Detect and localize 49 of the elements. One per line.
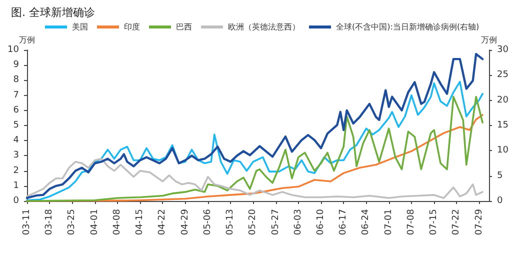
y2-tick-label: 5 bbox=[497, 170, 503, 181]
x-tick-label: 04-22 bbox=[158, 209, 168, 236]
x-tick-label: 06-17 bbox=[338, 209, 349, 236]
x-tick-label: 05-20 bbox=[248, 208, 258, 236]
y2-tick-label: 20 bbox=[497, 95, 509, 106]
x-tick-label: 07-22 bbox=[452, 209, 462, 236]
y2-tick-label: 0 bbox=[497, 196, 503, 206]
y-tick-label: 6 bbox=[13, 105, 20, 116]
y-tick-label: 1 bbox=[13, 180, 19, 191]
x-tick-label: 07-15 bbox=[429, 209, 440, 236]
y2-tick-label: 25 bbox=[497, 70, 508, 80]
x-tick-label: 06-03 bbox=[293, 209, 304, 236]
x-tick-label: 07-01 bbox=[384, 209, 394, 236]
y-tick-label: 10 bbox=[8, 45, 20, 55]
legend-label: 美国 bbox=[72, 22, 88, 32]
x-tick-label: 04-08 bbox=[112, 208, 122, 236]
legend-label: 欧洲（英德法意西） bbox=[228, 22, 300, 32]
x-tick-label: 07-29 bbox=[474, 208, 484, 236]
y-tick-label: 8 bbox=[13, 75, 20, 86]
legend-label: 全球(不含中国):当日新增确诊病例(右轴) bbox=[336, 22, 480, 32]
y2-tick-label: 30 bbox=[497, 45, 509, 55]
x-tick-label: 05-13 bbox=[226, 209, 236, 236]
y-tick-label: 5 bbox=[13, 120, 19, 130]
x-tick-label: 03-25 bbox=[67, 209, 78, 236]
x-tick-label: 03-18 bbox=[44, 208, 55, 236]
y-tick-label: 9 bbox=[13, 60, 20, 70]
x-tick-label: 04-29 bbox=[180, 208, 190, 236]
legend-label: 印度 bbox=[124, 22, 140, 32]
y2-tick-label: 10 bbox=[497, 146, 509, 156]
x-tick-label: 03-11 bbox=[22, 209, 32, 236]
chart-title: 图. 全球新增确诊 bbox=[11, 6, 95, 19]
y-tick-label: 2 bbox=[13, 166, 19, 176]
x-tick-label: 04-15 bbox=[135, 209, 146, 236]
y2-tick-label: 15 bbox=[497, 120, 508, 130]
y-tick-label: 7 bbox=[13, 90, 19, 100]
y-tick-label: 3 bbox=[13, 150, 19, 161]
x-tick-label: 07-08 bbox=[406, 208, 416, 236]
x-tick-label: 06-10 bbox=[316, 208, 326, 236]
x-tick-label: 05-27 bbox=[270, 209, 281, 236]
y-tick-label: 4 bbox=[13, 136, 20, 146]
line-series bbox=[26, 52, 484, 200]
x-tick-label: 05-06 bbox=[202, 208, 213, 236]
legend-label: 巴西 bbox=[176, 22, 192, 32]
x-tick-label: 04-01 bbox=[90, 209, 100, 236]
x-tick-label: 06-24 bbox=[361, 208, 372, 236]
y-tick-label: 0 bbox=[13, 196, 20, 206]
y-axis-title: 万例 bbox=[19, 36, 35, 44]
y2-axis-title: 万例 bbox=[481, 36, 497, 44]
line-series bbox=[26, 158, 484, 199]
